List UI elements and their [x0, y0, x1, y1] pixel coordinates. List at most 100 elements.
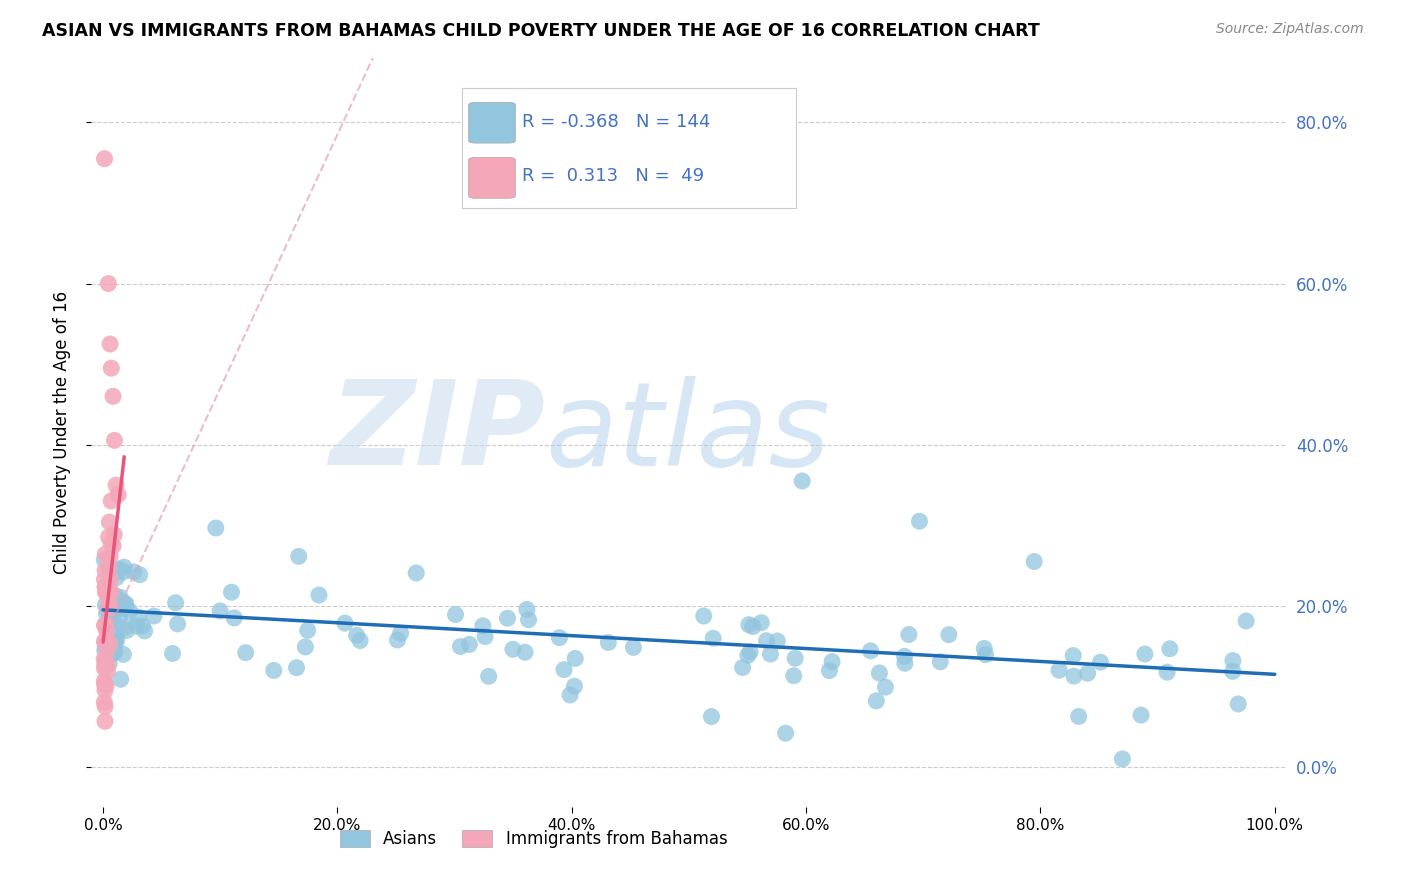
Point: [818, 664, 841, 678]
Point: [98, 620, 121, 634]
Point: [471, 619, 494, 633]
Point: [105, 478, 128, 492]
Point: [114, 597, 136, 611]
Point: [105, 632, 128, 646]
Point: [108, 609, 131, 624]
Point: [1130, 708, 1153, 723]
Point: [94, 678, 117, 692]
Point: [741, 619, 763, 633]
Point: [204, 521, 226, 535]
Point: [103, 434, 125, 448]
Point: [105, 595, 128, 609]
Point: [96, 638, 118, 652]
Point: [865, 694, 887, 708]
Point: [893, 649, 915, 664]
Point: [1067, 709, 1090, 723]
Point: [93, 677, 115, 691]
Point: [94, 640, 117, 654]
Point: [496, 611, 519, 625]
Point: [101, 608, 124, 623]
Point: [94, 714, 117, 729]
Point: [96, 664, 118, 678]
Point: [349, 633, 371, 648]
Point: [502, 642, 524, 657]
Point: [93, 573, 115, 587]
Point: [98, 549, 121, 564]
Point: [97, 620, 120, 634]
Point: [114, 620, 136, 634]
Point: [516, 602, 538, 616]
Point: [101, 647, 124, 661]
Point: [1024, 555, 1046, 569]
Point: [98, 515, 121, 529]
Legend: Asians, Immigrants from Bahamas: Asians, Immigrants from Bahamas: [333, 823, 734, 855]
Point: [775, 726, 797, 740]
Point: [737, 648, 759, 663]
Point: [785, 651, 807, 665]
Point: [94, 618, 117, 632]
Point: [908, 514, 931, 528]
Point: [1077, 666, 1099, 681]
Point: [297, 624, 319, 638]
Point: [96, 583, 118, 598]
Point: [94, 635, 117, 649]
Point: [101, 601, 124, 615]
Point: [868, 665, 890, 680]
Point: [101, 593, 124, 607]
Point: [122, 565, 145, 579]
Point: [96, 657, 118, 671]
Point: [564, 651, 586, 665]
Point: [458, 637, 481, 651]
Point: [98, 615, 121, 630]
Point: [1133, 647, 1156, 661]
Point: [94, 547, 117, 561]
Point: [100, 624, 122, 638]
Point: [702, 632, 724, 646]
Point: [1111, 752, 1133, 766]
Point: [221, 585, 243, 599]
Point: [100, 494, 122, 508]
Point: [97, 585, 120, 599]
Point: [755, 633, 778, 648]
Point: [1159, 641, 1181, 656]
Point: [93, 618, 115, 632]
Point: [101, 567, 124, 582]
Point: [1227, 697, 1250, 711]
Point: [100, 536, 122, 550]
Point: [897, 627, 920, 641]
Point: [97, 530, 120, 544]
Point: [97, 277, 120, 291]
Point: [101, 389, 124, 403]
Point: [98, 562, 121, 576]
Point: [1156, 665, 1178, 680]
Point: [104, 635, 127, 649]
Point: [98, 597, 121, 611]
Point: [285, 661, 308, 675]
Point: [112, 560, 135, 574]
Point: [100, 603, 122, 617]
Point: [165, 596, 187, 610]
Point: [693, 609, 716, 624]
Point: [94, 585, 117, 599]
Point: [294, 640, 316, 654]
Y-axis label: Child Poverty Under the Age of 16: Child Poverty Under the Age of 16: [52, 291, 70, 574]
Point: [114, 597, 136, 611]
Point: [235, 646, 257, 660]
Point: [97, 601, 120, 615]
Point: [98, 607, 121, 621]
Point: [101, 562, 124, 576]
Point: [96, 585, 118, 599]
Point: [162, 647, 184, 661]
Point: [100, 584, 122, 599]
Point: [1222, 665, 1244, 679]
Point: [96, 642, 118, 657]
Text: ASIAN VS IMMIGRANTS FROM BAHAMAS CHILD POVERTY UNDER THE AGE OF 16 CORRELATION C: ASIAN VS IMMIGRANTS FROM BAHAMAS CHILD P…: [42, 22, 1040, 40]
Point: [128, 567, 150, 582]
Point: [973, 641, 995, 656]
Point: [93, 674, 115, 689]
Point: [101, 606, 124, 620]
Point: [125, 619, 148, 633]
Point: [108, 602, 131, 616]
Point: [783, 669, 806, 683]
Point: [1234, 614, 1257, 628]
